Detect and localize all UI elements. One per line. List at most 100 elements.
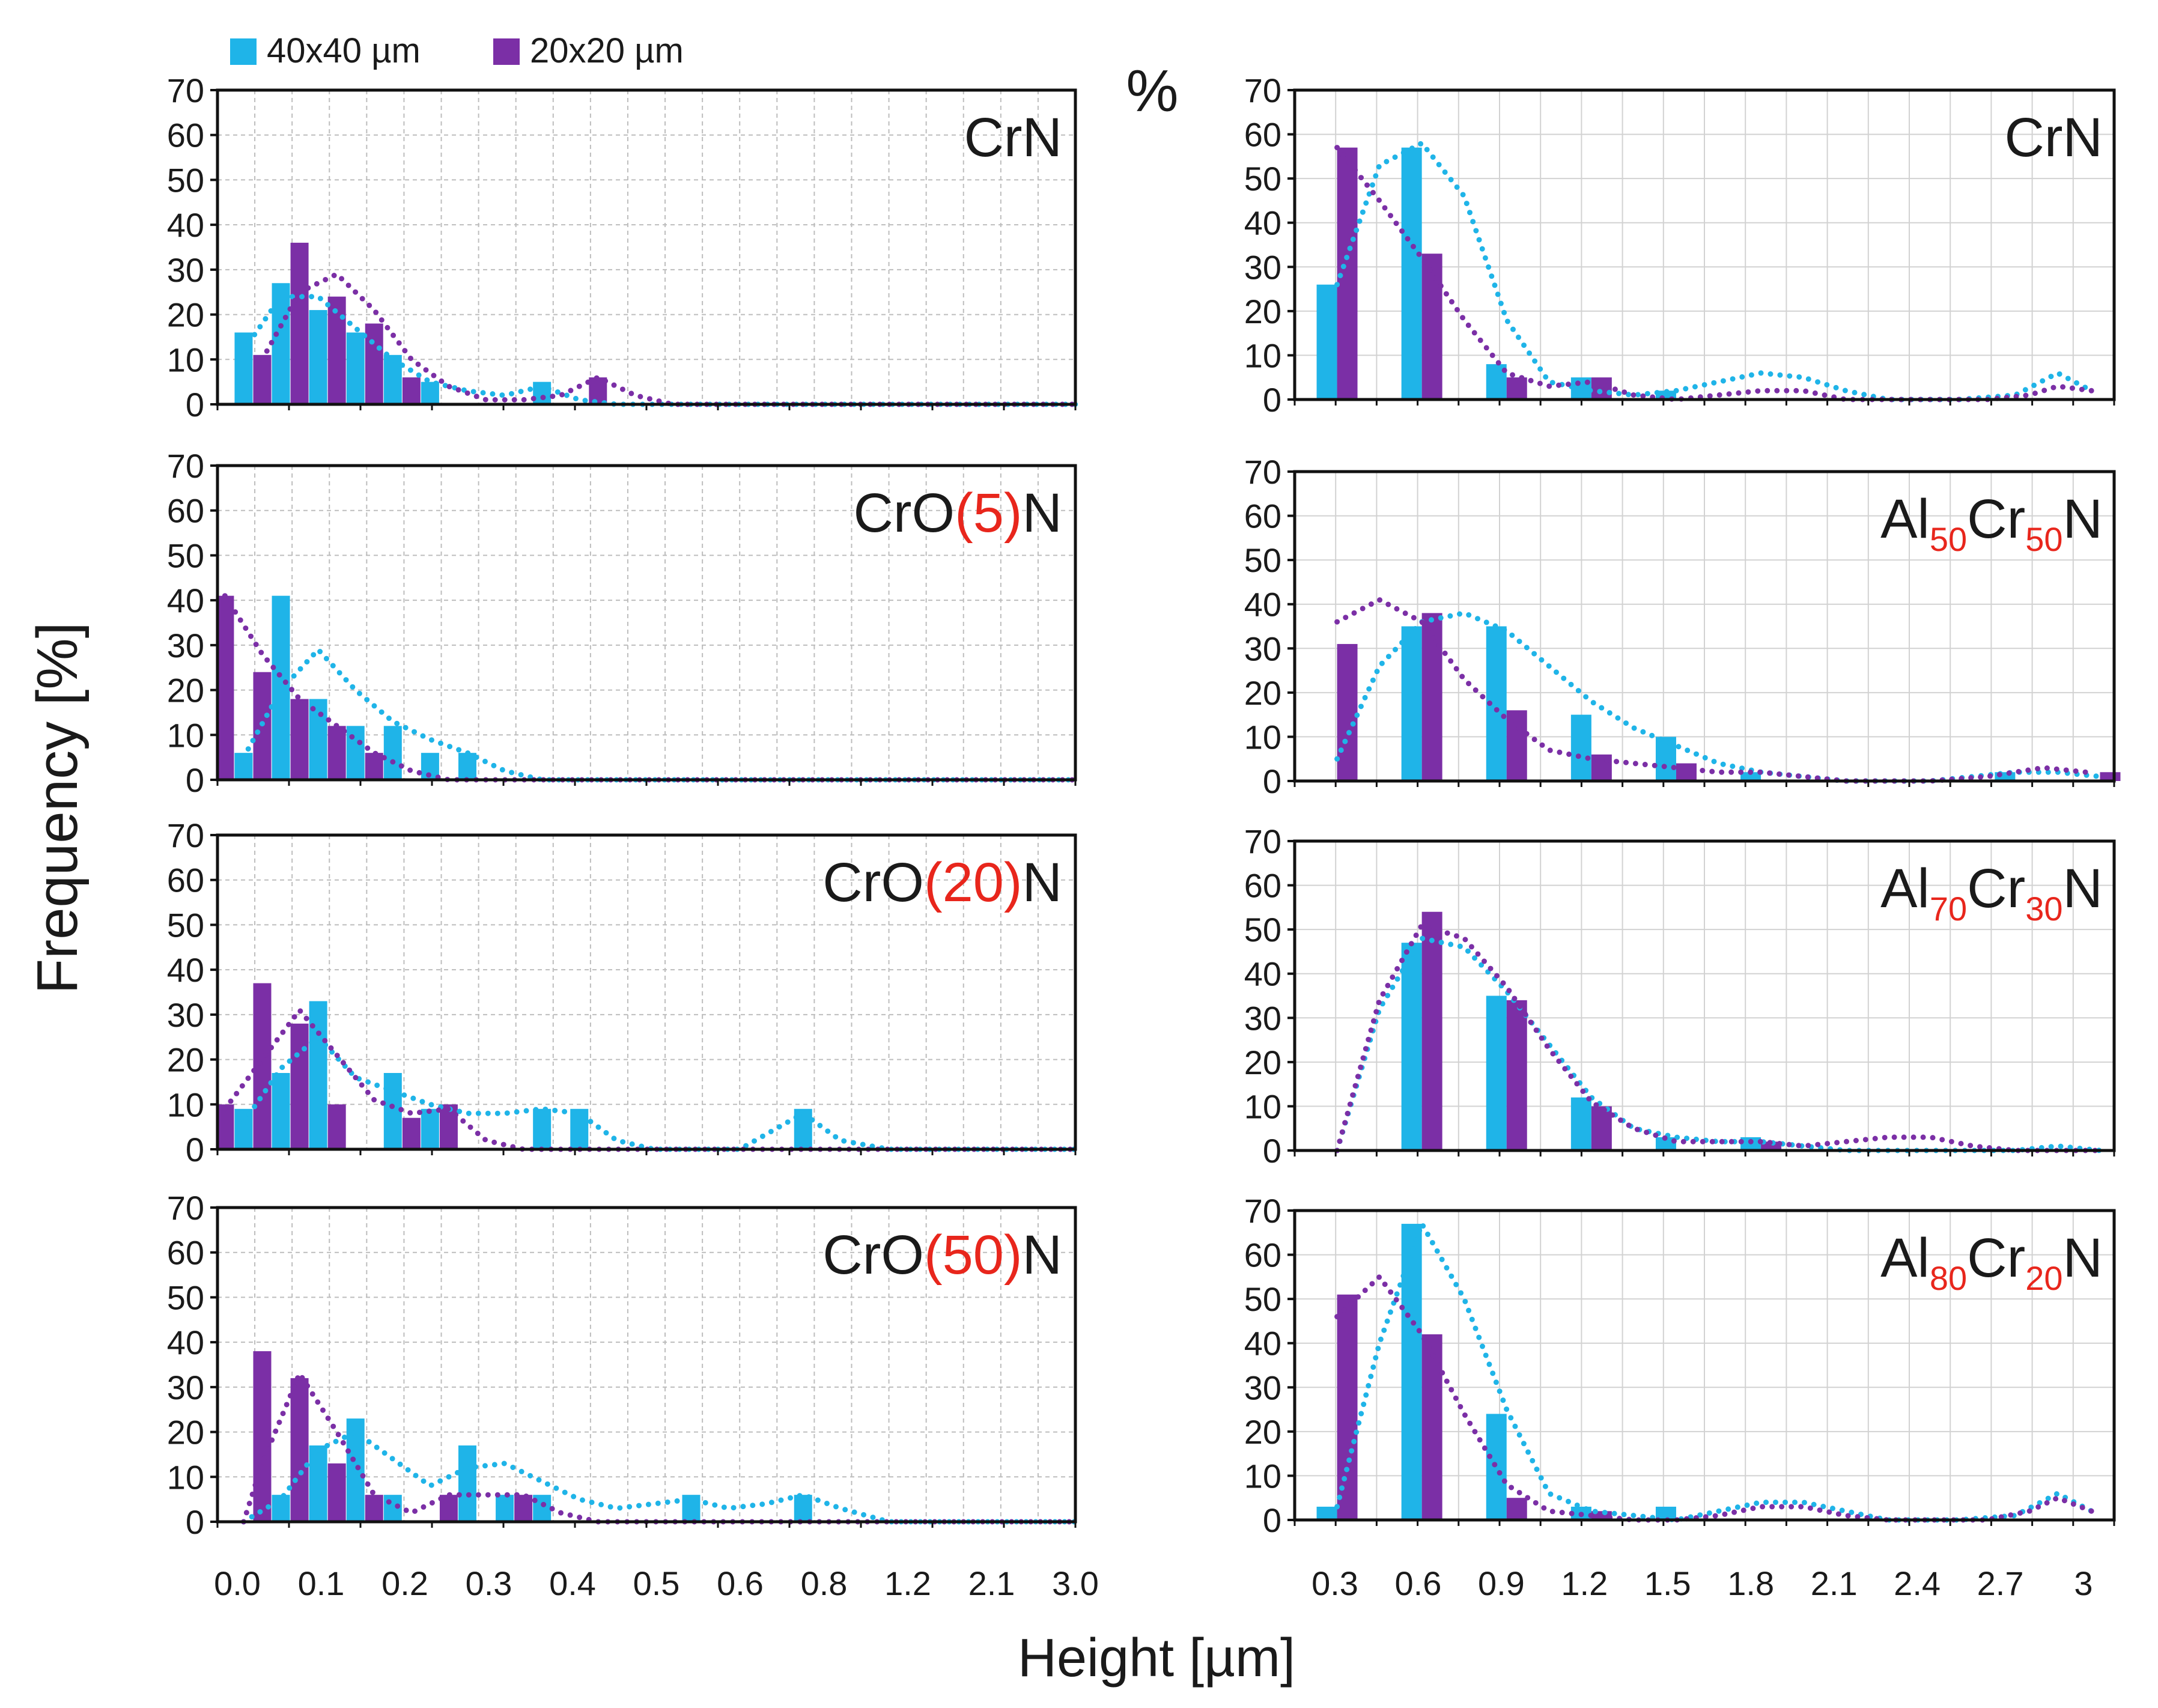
title-part: N (1023, 852, 1062, 913)
y-tick-label: 0 (186, 1503, 204, 1541)
y-tick-label: 60 (1244, 116, 1281, 154)
x-tick-label: 2.7 (1977, 1564, 2024, 1602)
title-subscript: 50 (2025, 520, 2062, 558)
y-tick-label: 50 (167, 161, 204, 199)
bar (272, 1495, 290, 1522)
panel-title: Al80Cr20N (1880, 1227, 2103, 1297)
y-tick-label: 30 (167, 251, 204, 289)
y-tick-label: 20 (167, 296, 204, 334)
y-tick-label: 50 (167, 906, 204, 944)
bar (383, 354, 402, 404)
y-tick-label: 50 (1244, 911, 1281, 949)
legend-swatch-20x20 (493, 38, 520, 65)
chart-left-crn: 0 10 20 30 40 50 60 70 CrN (167, 71, 1078, 424)
x-tick-label: 0.9 (1478, 1564, 1525, 1602)
title-part: Al (1880, 858, 1930, 919)
bar (365, 323, 383, 404)
percent-label: % (1126, 58, 1178, 124)
x-tick-label: 0.3 (1312, 1564, 1358, 1602)
bar (290, 699, 309, 780)
bar (1655, 737, 1676, 781)
bar (1486, 995, 1507, 1150)
panel-title: Al70Cr30N (1880, 858, 2103, 928)
title-highlight: (5) (955, 482, 1022, 544)
panel-title: CrO(50)N (822, 1224, 1062, 1286)
y-tick-label: 30 (167, 1369, 204, 1406)
bar (402, 377, 421, 404)
y-tick-label: 70 (1244, 453, 1281, 491)
y-tick-label: 70 (167, 447, 204, 485)
y-tick-label: 40 (167, 1324, 204, 1361)
title-highlight: (20) (924, 852, 1023, 913)
bar (1401, 1224, 1422, 1520)
y-axis-title: Frequency [%] (25, 622, 90, 994)
bar (1506, 1000, 1527, 1150)
bar (1316, 1506, 1337, 1520)
y-tick-label: 70 (167, 1189, 204, 1227)
y-tick-label: 10 (167, 1458, 204, 1496)
bar (1401, 626, 1422, 781)
chart-right-al80cr20n: 0 10 20 30 40 50 60 70 0.3 0.6 0.9 1.2 1.5 1.8 2.1 2.4 2… (1244, 1192, 2116, 1602)
plot-area (217, 90, 1075, 404)
bar (1591, 754, 1612, 781)
y-tick-label: 30 (1244, 630, 1281, 667)
trend-line (1334, 935, 2103, 1153)
y-tick-label: 40 (1244, 1325, 1281, 1363)
x-tick-label: 0.0 (214, 1564, 261, 1602)
trend-line (222, 1006, 1078, 1152)
x-tick-label: 0.6 (717, 1564, 764, 1602)
legend-swatch-40x40 (230, 38, 257, 65)
panel-title: CrO(20)N (822, 852, 1062, 913)
panel-title: CrN (2004, 107, 2103, 168)
x-tick-label: 2.1 (1811, 1564, 1858, 1602)
bar (290, 1378, 309, 1522)
bar (309, 310, 327, 404)
bar (1570, 714, 1591, 781)
y-tick-label: 10 (1244, 1087, 1281, 1125)
y-tick-label: 0 (1263, 1132, 1281, 1170)
legend: 40x40 µm 20x20 µm (230, 31, 684, 70)
y-tick-label: 40 (1244, 204, 1281, 242)
x-tick-label: 1.2 (884, 1564, 931, 1602)
bar (1506, 377, 1527, 400)
y-tick-label: 0 (1263, 1501, 1281, 1539)
y-tick-label: 20 (167, 1041, 204, 1079)
x-tick-label: 0.3 (466, 1564, 512, 1602)
y-tick-label: 10 (167, 1086, 204, 1123)
bar (253, 983, 272, 1149)
x-tick-label: 1.5 (1644, 1564, 1691, 1602)
bar (365, 753, 383, 780)
bar (1740, 772, 1761, 781)
bar (1506, 1498, 1527, 1520)
chart-right-crn: 0 10 20 30 40 50 60 70 CrN (1244, 71, 2116, 419)
y-tick-label: 0 (186, 761, 204, 799)
y-tick-label: 20 (1244, 674, 1281, 712)
y-tick-label: 10 (167, 716, 204, 754)
y-tick-label: 30 (1244, 999, 1281, 1037)
bar (1421, 613, 1442, 781)
chart-left-cro20n: 0 10 20 30 40 50 60 70 CrO(20)N (167, 816, 1078, 1169)
title-part: CrN (2004, 107, 2103, 168)
y-tick-label: 60 (1244, 497, 1281, 535)
y-tick-label: 20 (1244, 293, 1281, 330)
panel-title: Al50Cr50N (1880, 488, 2103, 558)
bar (253, 1351, 272, 1522)
legend-label-40x40: 40x40 µm (267, 31, 421, 70)
trend-line (222, 593, 1078, 783)
panel-title: CrO(5)N (853, 482, 1062, 544)
title-part: N (2063, 1227, 2103, 1289)
bar (327, 726, 346, 780)
y-tick-label: 10 (1244, 1457, 1281, 1495)
trend-line (1334, 145, 2094, 403)
y-tick-label: 50 (1244, 1280, 1281, 1318)
x-tick-label: 1.8 (1727, 1564, 1774, 1602)
y-tick-label: 60 (167, 492, 204, 530)
bar (1676, 763, 1697, 781)
x-tick-label: 0.4 (549, 1564, 596, 1602)
y-tick-label: 70 (1244, 71, 1281, 109)
y-tick-label: 50 (167, 536, 204, 574)
bar (514, 1495, 533, 1522)
bar (327, 1104, 346, 1149)
